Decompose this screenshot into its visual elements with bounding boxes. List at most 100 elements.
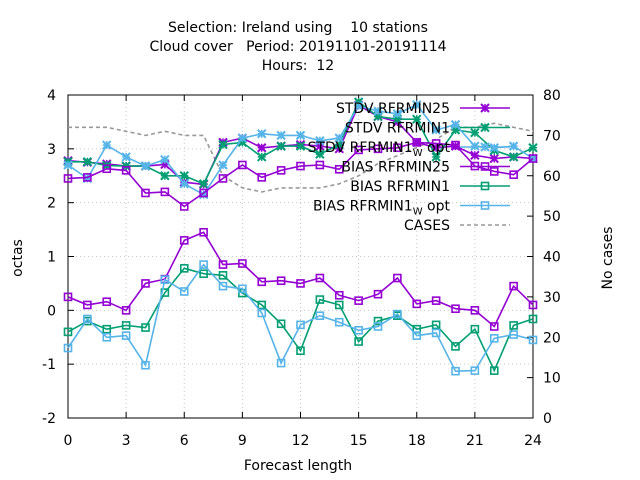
data-point [373,322,383,331]
legend-marker [480,103,490,113]
data-point [121,166,131,175]
data-point [102,332,112,342]
data-point [412,299,422,309]
data-point [102,164,112,174]
y-tick-label: -2 [42,411,56,427]
series-line [67,267,534,373]
y2-tick-label: 80 [543,88,561,104]
legend-marker [480,181,490,191]
data-point [508,152,519,162]
data-point [218,139,228,150]
data-point [218,260,228,269]
data-point [82,157,93,167]
y2-tick-label: 20 [543,330,561,346]
data-point [431,320,441,330]
data-point [83,173,92,182]
legend-marker [480,162,490,171]
data-point [393,143,402,153]
data-point [315,136,325,146]
data-point [528,143,538,153]
y2-tick-label: 10 [543,371,561,387]
legend-label: STDV RFRMIN1 [345,121,450,137]
data-point [102,324,112,334]
data-point [276,276,286,286]
legend-label: BIAS RFRMIN1W opt [313,199,451,218]
x-tick-label: 18 [408,433,426,449]
data-point [257,277,267,287]
data-point [451,304,460,314]
series-bias-rfrmin1-w-opt [63,260,538,376]
y2-axis-label: No cases [600,227,616,290]
y-tick-label: 4 [47,88,56,104]
data-point [489,366,499,375]
data-point [218,271,228,280]
data-point [528,335,538,345]
x-tick-label: 6 [180,433,189,449]
data-point [257,308,267,318]
legend: STDV RFRMIN25 STDV RFRMIN1 STDV RFRMIN1W o… [308,101,510,234]
y2-tick-label: 0 [543,411,552,427]
data-point [508,141,519,151]
data-point [296,279,305,288]
data-point [179,202,189,211]
data-point [257,143,267,153]
legend-marker [480,201,490,210]
data-point [257,152,267,162]
data-point [334,300,344,310]
data-point [373,316,383,326]
x-tick-label: 15 [350,433,368,449]
data-point [63,160,73,170]
data-point [237,133,248,143]
y2-tick-label: 60 [543,169,561,185]
data-point [238,259,247,268]
data-point [276,166,286,175]
data-point [431,152,441,162]
data-point [431,139,441,148]
data-point [393,309,402,319]
data-point [295,141,306,151]
data-point [141,188,150,198]
data-point [334,164,344,174]
data-point [218,160,228,170]
y-tick-labels: -2 -1 0 1 2 3 4 [42,88,74,427]
data-point [354,325,363,335]
data-point [412,99,422,110]
data-point [179,236,189,245]
data-point [470,366,480,375]
data-point [412,114,422,124]
data-point [528,314,538,324]
y2-tick-labels: 0 10 20 30 40 50 60 70 80 [527,88,561,427]
data-point [470,127,480,138]
data-point [276,141,286,151]
data-point [257,173,267,182]
data-point [354,337,363,346]
title-line: Selection: Ireland using 10 stations [168,20,428,36]
y2-tick-label: 40 [543,250,561,266]
data-point [354,145,363,155]
data-point [141,323,150,332]
legend-marker [480,142,490,152]
legend-label: BIAS RFRMIN25 [341,160,450,176]
x-tick-label: 24 [524,433,542,449]
data-point [179,179,189,189]
data-point [296,346,305,356]
series-line [67,141,534,208]
data-point [63,174,73,183]
x-axis-label: Forecast length [244,458,352,474]
data-point [509,330,518,339]
data-point [218,174,228,183]
data-point [412,331,422,340]
series-line [68,122,534,193]
data-point [353,101,364,111]
data-point [431,328,441,338]
legend-label: STDV RFRMIN1W opt [308,140,451,159]
data-point [276,319,286,329]
data-point [315,295,325,304]
data-point [160,275,170,284]
data-point [470,324,480,334]
y-tick-label: 1 [47,250,56,266]
data-point [238,284,247,294]
data-point [63,343,73,353]
data-point [257,300,267,310]
data-point [83,300,92,310]
